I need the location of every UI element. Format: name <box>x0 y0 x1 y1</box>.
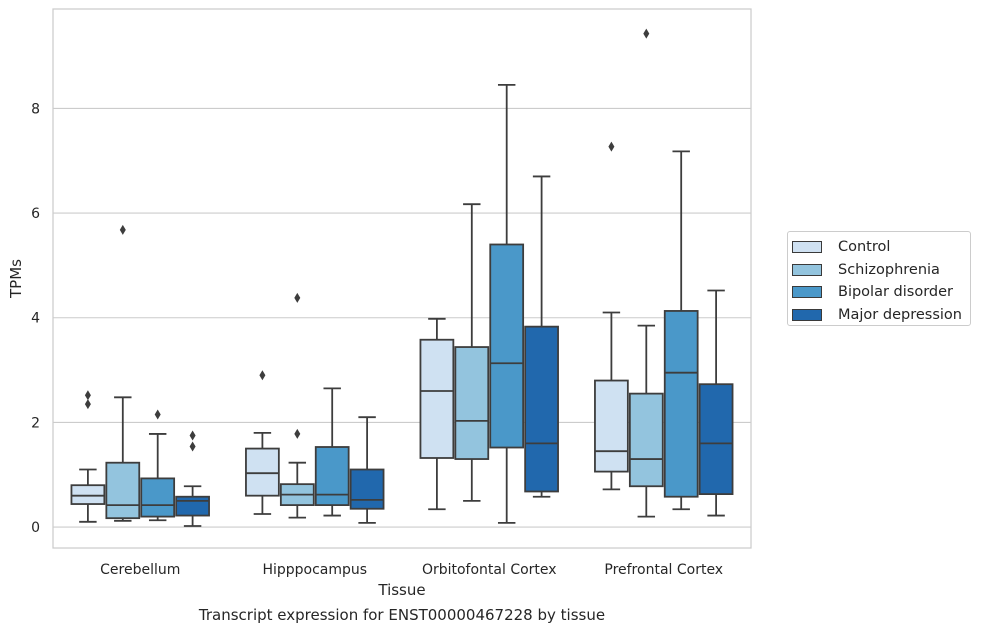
outlier-point <box>84 390 91 401</box>
outlier-point <box>259 370 266 381</box>
box-body <box>70 484 106 505</box>
box-schizophrenia <box>279 292 315 519</box>
y-tick-label: 0 <box>31 520 40 536</box>
y-tick-label: 8 <box>31 101 40 117</box>
box-body <box>628 392 664 488</box>
outlier-point <box>189 430 196 441</box>
box-major-depression <box>349 416 385 524</box>
x-tick-label: Orbitofontal Cortex <box>422 562 557 578</box>
legend-swatch <box>792 241 822 254</box>
box-control <box>70 390 106 523</box>
x-axis-label: Tissue <box>377 581 425 599</box>
box-body <box>105 461 141 520</box>
box-body <box>489 243 525 449</box>
box-body <box>419 338 455 459</box>
box-bipolar-disorder <box>314 387 350 517</box>
chart-caption: Transcript expression for ENST0000046722… <box>198 606 606 624</box>
box-body <box>314 446 350 506</box>
outlier-point <box>154 409 161 420</box>
outlier-point <box>189 441 196 452</box>
box-body <box>698 383 734 495</box>
x-tick-labels: Cerebellum Hipppocampus Orbitofontal Corte… <box>100 562 723 578</box>
legend-label: Major depression <box>838 307 962 324</box>
legend: Control Schizophrenia Bipolar disorder Majo… <box>787 231 971 326</box>
box-body <box>245 447 280 497</box>
box-control <box>594 141 629 491</box>
y-axis-label: TPMs <box>7 259 25 299</box>
box-bipolar-disorder <box>489 83 525 524</box>
box-major-depression <box>175 430 210 527</box>
y-tick-labels: 0 2 4 6 8 <box>31 101 40 536</box>
y-tick-label: 6 <box>31 206 40 222</box>
x-tick-label: Cerebellum <box>100 562 180 578</box>
outlier-point <box>608 141 615 152</box>
box-body <box>175 495 210 517</box>
legend-label: Schizophrenia <box>838 261 940 278</box>
legend-item: Major depression <box>792 304 970 327</box>
x-tick-label: Hipppocampus <box>262 562 367 578</box>
y-tick-label: 2 <box>31 415 40 431</box>
box-schizophrenia <box>628 28 664 518</box>
legend-label: Control <box>838 239 891 256</box>
box-body <box>454 346 490 460</box>
outlier-point <box>84 399 91 410</box>
legend-item: Control <box>792 236 970 259</box>
box-body <box>524 325 559 493</box>
outlier-point <box>294 428 301 439</box>
x-tick-label: Prefrontal Cortex <box>604 562 723 578</box>
legend-item: Bipolar disorder <box>792 281 970 304</box>
box-body <box>349 468 385 510</box>
box-bipolar-disorder <box>140 409 176 522</box>
box-body <box>594 379 629 473</box>
y-tick-label: 4 <box>31 311 40 327</box>
box-schizophrenia <box>105 224 141 522</box>
box-body <box>663 310 699 498</box>
legend-swatch <box>792 263 822 276</box>
box-major-depression <box>524 175 559 498</box>
box-major-depression <box>698 289 734 517</box>
legend-label: Bipolar disorder <box>838 284 953 301</box>
outlier-point <box>294 292 301 303</box>
outlier-point <box>643 28 650 39</box>
outlier-point <box>119 224 126 235</box>
box-control <box>419 317 455 511</box>
box-schizophrenia <box>454 203 490 502</box>
box-layer <box>70 28 734 527</box>
legend-swatch <box>792 286 822 299</box>
box-control <box>245 370 280 515</box>
plot-area-frame <box>52 8 752 549</box>
box-bipolar-disorder <box>663 150 699 511</box>
box-body <box>140 477 176 518</box>
legend-swatch <box>792 309 822 322</box>
legend-item: Schizophrenia <box>792 259 970 282</box>
